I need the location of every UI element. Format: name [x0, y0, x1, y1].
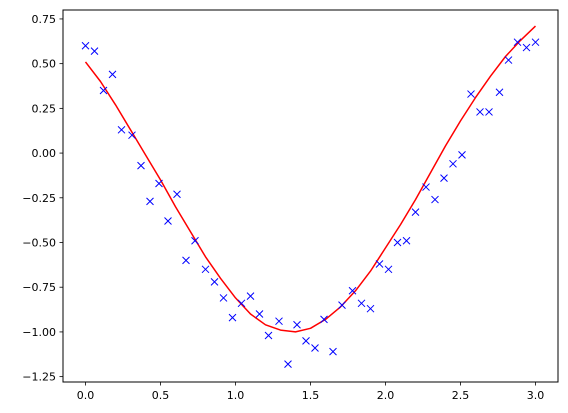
y-tick-label: −0.75: [22, 281, 56, 294]
x-tick-label: 0.0: [77, 389, 95, 402]
data-point-marker: [440, 174, 448, 182]
data-point-marker: [411, 208, 420, 216]
x-tick-label: 1.5: [302, 389, 320, 402]
data-point-marker: [210, 277, 219, 286]
x-axis: 0.0 0.5 1.0 1.5 2.0 2.5 3.0: [77, 382, 545, 402]
data-point-marker: [476, 108, 484, 116]
data-point-marker: [320, 315, 328, 324]
data-point-marker: [513, 38, 522, 47]
data-point-marker: [201, 265, 210, 274]
data-point-marker: [219, 294, 228, 302]
data-point-marker: [366, 304, 375, 313]
data-point-marker: [173, 190, 181, 199]
y-axis: 0.75 0.50 0.25 0.00 −0.25 −0.50 −0.75 −1.00 −1.2…: [22, 13, 63, 384]
data-point-marker: [293, 320, 301, 329]
data-point-marker: [128, 131, 136, 140]
data-point-marker: [246, 292, 255, 301]
data-point-marker: [284, 360, 292, 368]
data-point-marker: [146, 197, 154, 206]
y-tick-label: 0.50: [32, 58, 57, 71]
data-point-marker: [237, 299, 246, 308]
data-point-marker: [531, 38, 540, 47]
fit-line-layer: [84, 25, 537, 333]
y-tick-label: −1.25: [22, 371, 56, 384]
data-point-marker: [375, 260, 384, 268]
y-tick-label: −1.00: [22, 326, 56, 339]
data-point-marker: [137, 161, 145, 170]
plot-area: [63, 10, 558, 382]
data-point-marker: [264, 331, 273, 340]
data-point-marker: [191, 236, 199, 245]
x-tick-label: 0.5: [152, 389, 170, 402]
y-tick-label: 0.75: [32, 13, 57, 26]
data-point-marker: [275, 317, 283, 326]
data-point-marker: [228, 313, 237, 322]
data-point-marker: [90, 47, 99, 55]
y-tick-label: −0.25: [22, 192, 56, 205]
fit-line: [84, 25, 537, 333]
data-point-marker: [402, 236, 411, 245]
data-point-marker: [302, 337, 310, 345]
data-point-marker: [99, 86, 108, 95]
data-point-marker: [255, 310, 264, 318]
data-point-marker: [485, 108, 493, 116]
data-point-marker: [393, 238, 402, 247]
data-point-marker: [449, 159, 457, 168]
y-tick-label: 0.00: [32, 147, 57, 160]
data-point-marker: [117, 125, 126, 134]
data-point-marker: [155, 179, 163, 188]
x-tick-label: 1.0: [227, 389, 245, 402]
y-tick-label: 0.25: [32, 102, 57, 115]
data-point-marker: [348, 286, 357, 295]
data-point-marker: [81, 41, 90, 50]
y-tick-label: −0.50: [22, 237, 56, 250]
x-tick-label: 3.0: [527, 389, 545, 402]
data-point-marker: [384, 265, 393, 274]
data-point-marker: [108, 70, 117, 79]
data-point-marker: [422, 183, 430, 191]
data-point-marker: [431, 195, 439, 204]
data-point-marker: [357, 299, 366, 308]
data-point-marker: [458, 151, 466, 159]
data-point-marker: [164, 217, 172, 225]
x-tick-label: 2.0: [377, 389, 395, 402]
data-point-marker: [311, 344, 319, 352]
x-tick-label: 2.5: [452, 389, 470, 402]
data-point-marker: [182, 256, 190, 265]
data-point-marker: [467, 90, 475, 98]
data-point-marker: [329, 347, 337, 356]
data-point-marker: [338, 301, 346, 309]
data-marker-layer: [81, 38, 540, 368]
data-point-marker: [522, 43, 531, 52]
data-point-marker: [504, 56, 513, 64]
data-point-marker: [495, 88, 504, 97]
